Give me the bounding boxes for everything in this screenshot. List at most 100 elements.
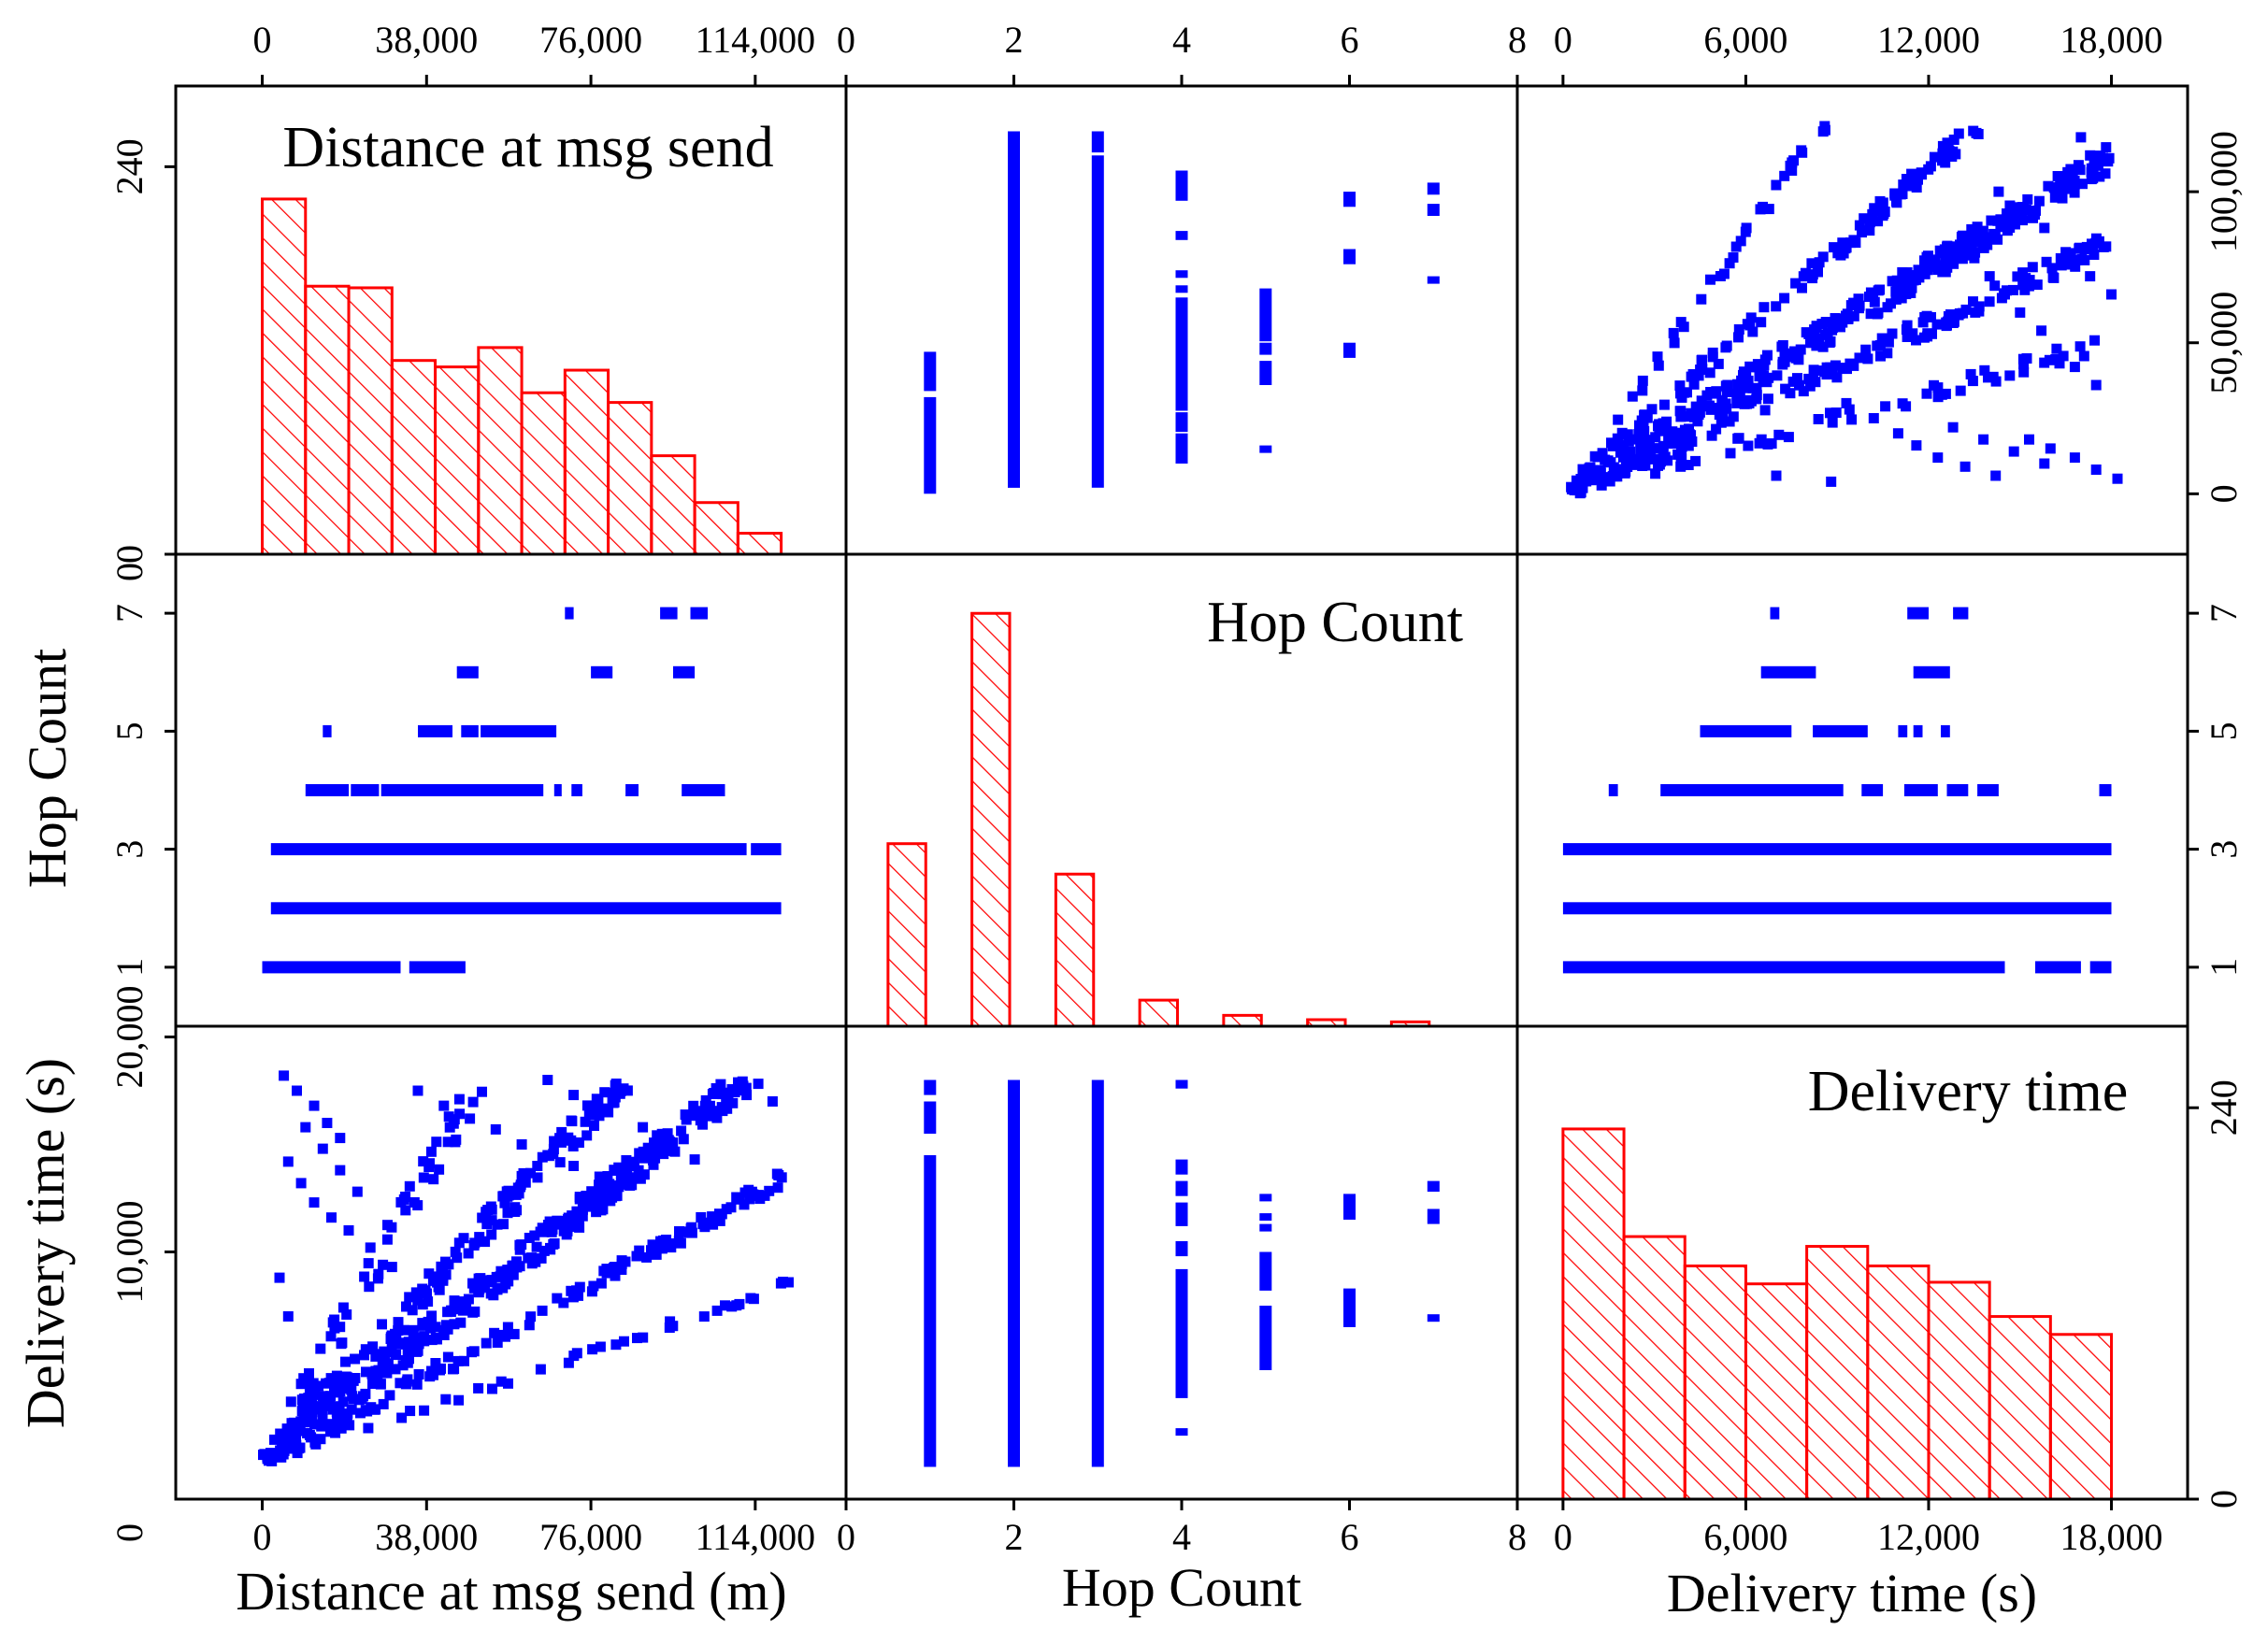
axis-labels-layer: 0 38,000 76,000 114,000 0 2 4 6 8 0 6,000 12,000 18,… — [15, 19, 2245, 1623]
point-delivery-vs-distance — [544, 1216, 555, 1227]
point-distance-vs-delivery — [1707, 347, 1718, 358]
point-distance-vs-delivery — [1790, 278, 1801, 289]
point-delivery-vs-hop — [1259, 1306, 1272, 1370]
point-delivery-vs-distance — [298, 1409, 309, 1421]
axis-ticks-layer — [165, 75, 2199, 1510]
point-delivery-vs-distance — [495, 1282, 506, 1294]
point-delivery-vs-distance — [601, 1177, 612, 1188]
point-distance-vs-delivery — [1787, 157, 1798, 168]
histogram-bar-distance — [650, 454, 696, 556]
point-delivery-vs-distance — [329, 1383, 339, 1394]
point-delivery-vs-distance — [307, 1412, 318, 1423]
point-delivery-vs-hop — [1175, 1079, 1188, 1089]
point-distance-vs-delivery — [2069, 362, 2080, 373]
point-distance-vs-delivery — [1950, 149, 1961, 160]
point-delivery-vs-distance — [405, 1406, 416, 1417]
point-delivery-vs-distance — [720, 1300, 730, 1311]
tick-label-left: 0 — [108, 545, 151, 564]
point-delivery-vs-distance — [546, 1226, 557, 1237]
tick-label-bottom: 2 — [1005, 1516, 1024, 1558]
point-distance-vs-delivery — [1989, 229, 2000, 239]
tick-label-bottom: 12,000 — [1877, 1516, 1980, 1558]
y-axis-title-hop: Hop Count — [17, 649, 78, 888]
tick-label-right: 0 — [2203, 484, 2245, 503]
point-distance-vs-delivery — [1605, 457, 1616, 468]
point-delivery-vs-distance — [340, 1356, 351, 1367]
point-distance-vs-delivery — [1810, 377, 1821, 388]
point-delivery-vs-distance — [566, 1285, 577, 1296]
point-distance-vs-delivery — [1880, 401, 1891, 412]
point-distance-vs-delivery — [1913, 264, 1924, 276]
point-distance-vs-delivery — [1612, 433, 1623, 444]
tick-label-top: 38,000 — [375, 19, 478, 61]
point-distance-vs-delivery — [1943, 311, 1954, 322]
point-distance-vs-delivery — [1669, 337, 1680, 349]
point-distance-vs-delivery — [1783, 432, 1794, 443]
point-distance-vs-delivery — [1940, 157, 1951, 168]
point-distance-vs-delivery — [1747, 382, 1758, 393]
point-distance-vs-delivery — [1711, 402, 1722, 413]
point-delivery-vs-hop — [1175, 1268, 1188, 1398]
point-distance-vs-hop — [1427, 182, 1440, 195]
point-delivery-vs-distance — [467, 1307, 479, 1318]
point-delivery-vs-distance — [404, 1180, 415, 1192]
point-distance-vs-delivery — [2044, 354, 2055, 365]
point-delivery-vs-distance — [449, 1319, 460, 1330]
point-distance-vs-delivery — [1577, 464, 1588, 475]
point-delivery-vs-distance — [580, 1116, 591, 1127]
tick-label-top: 6,000 — [1703, 19, 1787, 61]
point-distance-vs-delivery — [1995, 222, 2006, 233]
point-delivery-vs-distance — [296, 1394, 308, 1406]
point-delivery-vs-distance — [378, 1259, 389, 1270]
point-distance-vs-delivery — [1597, 474, 1608, 485]
point-distance-vs-delivery — [1650, 468, 1661, 479]
point-hop-vs-delivery — [1946, 784, 1969, 796]
point-hop-vs-distance — [660, 607, 678, 620]
point-distance-vs-delivery — [1669, 429, 1680, 440]
point-distance-vs-delivery — [1827, 417, 1838, 428]
point-delivery-vs-distance — [647, 1239, 658, 1251]
point-distance-vs-delivery — [1876, 333, 1888, 344]
point-hop-vs-delivery — [1898, 724, 1908, 737]
point-distance-vs-hop — [1175, 170, 1188, 201]
point-delivery-vs-distance — [425, 1146, 437, 1157]
point-distance-vs-delivery — [1902, 332, 1913, 342]
point-hop-vs-delivery — [1913, 665, 1950, 679]
point-delivery-vs-distance — [372, 1349, 383, 1360]
point-distance-vs-delivery — [1795, 344, 1806, 355]
point-distance-vs-delivery — [1874, 195, 1886, 207]
point-distance-vs-delivery — [2074, 243, 2085, 254]
point-delivery-vs-distance — [397, 1360, 409, 1371]
point-distance-vs-delivery — [1959, 461, 1971, 472]
point-distance-vs-delivery — [1848, 235, 1859, 246]
tick-label-top: 0 — [1554, 19, 1572, 61]
point-distance-vs-delivery — [1857, 227, 1867, 238]
point-distance-vs-delivery — [1696, 355, 1707, 366]
point-distance-vs-delivery — [2002, 225, 2013, 236]
point-delivery-vs-distance — [295, 1379, 307, 1390]
point-delivery-vs-distance — [591, 1094, 602, 1105]
point-delivery-vs-distance — [650, 1152, 661, 1164]
point-delivery-vs-distance — [326, 1212, 337, 1223]
x-axis-title-hop: Hop Count — [1062, 1557, 1301, 1618]
point-delivery-vs-distance — [438, 1273, 449, 1284]
point-distance-vs-delivery — [1674, 380, 1686, 392]
point-delivery-vs-distance — [442, 1351, 453, 1363]
point-delivery-vs-distance — [689, 1110, 700, 1122]
point-distance-vs-delivery — [2048, 182, 2060, 193]
point-distance-vs-delivery — [1756, 317, 1767, 328]
histogram-bar-distance — [261, 197, 308, 556]
point-delivery-vs-distance — [404, 1292, 415, 1303]
point-distance-vs-hop — [924, 396, 937, 494]
point-distance-vs-delivery — [1675, 317, 1687, 328]
point-delivery-vs-distance — [344, 1420, 355, 1431]
x-axis-title-distance: Distance at msg send (m) — [236, 1561, 787, 1622]
point-distance-vs-delivery — [1869, 296, 1880, 307]
point-delivery-vs-distance — [667, 1321, 679, 1332]
point-delivery-vs-distance — [577, 1210, 588, 1222]
point-delivery-vs-distance — [306, 1399, 317, 1410]
histogram-bar-delivery — [1866, 1264, 1931, 1501]
point-distance-vs-delivery — [2060, 247, 2072, 258]
point-delivery-vs-distance — [646, 1245, 656, 1256]
point-delivery-vs-distance — [767, 1096, 778, 1107]
